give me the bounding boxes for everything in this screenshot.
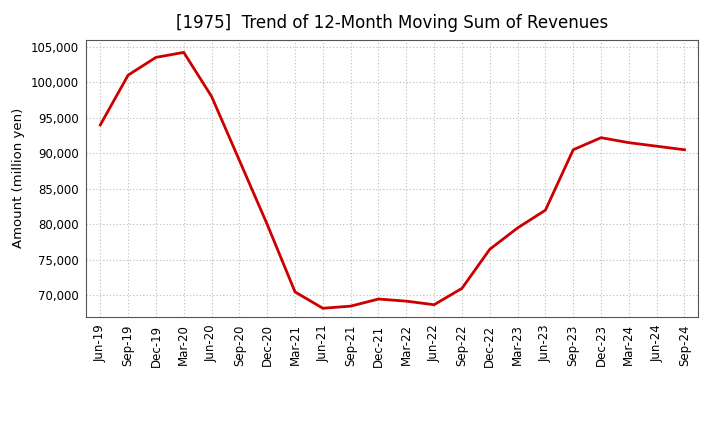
Y-axis label: Amount (million yen): Amount (million yen) xyxy=(12,108,25,248)
Title: [1975]  Trend of 12-Month Moving Sum of Revenues: [1975] Trend of 12-Month Moving Sum of R… xyxy=(176,15,608,33)
